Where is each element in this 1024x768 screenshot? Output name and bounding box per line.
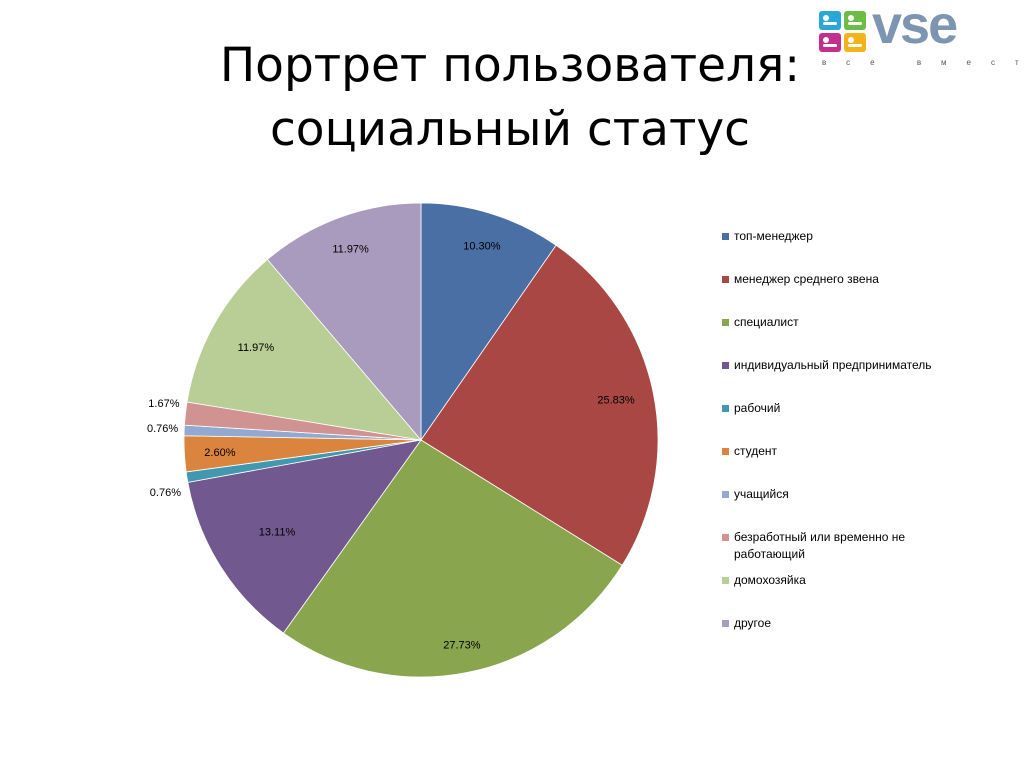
legend-swatch [722,620,729,627]
slide-title: Портрет пользователя: социальный статус [120,34,900,162]
data-label-1: 10.30% [463,241,501,253]
logo-tagline: все вместе [822,58,1024,67]
legend-swatch [722,362,729,369]
legend-swatch [722,405,729,412]
legend-swatch [722,577,729,584]
legend-label: студент [734,444,778,458]
data-label-4: 13.11% [259,527,296,539]
legend-label: индивидуальный предприниматель [734,358,932,372]
data-label-2: 25.83% [597,395,635,407]
legend-label: учащийся [734,487,789,501]
data-label-6: 2.60% [204,447,235,459]
data-label-8: 1.67% [148,398,179,410]
pie-slice-1 [420,202,557,442]
pie-slices [183,202,659,678]
data-label-5: 0.76% [150,487,181,499]
legend-label: специалист [734,315,799,329]
pie-data-labels: 10.30% 25.83% 27.73% 13.11% 0.76% 2.60% 0.76% 1… [147,241,635,652]
legend-swatch [722,319,729,326]
legend-swatch [722,233,729,240]
legend-label: другое [734,616,772,630]
legend-label: рабочий [734,401,781,415]
logo-wordmark: vse [872,0,958,55]
data-label-7: 0.76% [147,423,178,435]
pie-slice-9 [186,258,423,441]
pie-slice-2 [420,244,659,566]
legend-label: домохозяйка [734,573,806,587]
data-label-3: 27.73% [443,640,481,652]
data-label-10: 11.97% [332,244,369,256]
legend-label: топ-менеджер [734,229,813,243]
legend-swatch [722,276,729,283]
legend-swatch [722,534,729,541]
vse-logo: vse все вместе [818,0,1024,70]
pie-slice-4 [187,439,422,634]
pie-slice-3 [282,439,623,678]
title-line-2: социальный статус [269,102,751,157]
title-line-1: Портрет пользователя: [219,38,801,93]
legend-label: менеджер среднего звена [734,272,879,286]
legend-swatch [722,448,729,455]
legend-swatch [722,491,729,498]
legend-label: безработный или временно не работающий [734,530,906,561]
data-label-9: 11.97% [238,342,275,354]
logo-squares-icon [819,11,866,52]
pie-slice-10 [266,202,422,442]
